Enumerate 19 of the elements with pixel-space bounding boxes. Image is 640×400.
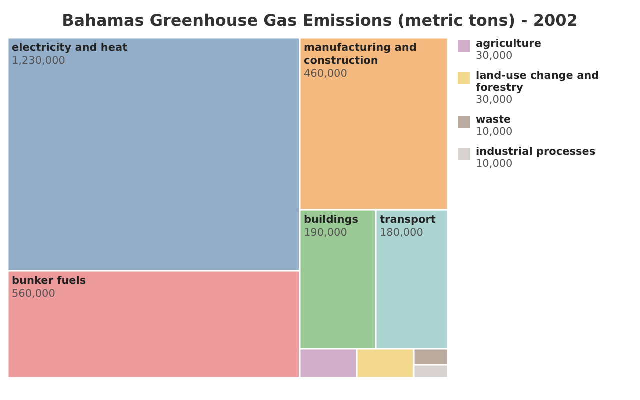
category-label: waste — [476, 114, 512, 126]
data-label: 30,000 — [476, 94, 514, 106]
category-label: industrial processes — [476, 146, 596, 158]
category-label: buildings — [304, 214, 359, 226]
data-label: 460,000 — [304, 68, 348, 80]
data-label: 30,000 — [476, 50, 514, 62]
data-label: 10,000 — [476, 126, 513, 138]
data-label: 190,000 — [304, 227, 348, 239]
data-label: 1,230,000 — [12, 55, 66, 67]
text: Bahamas Greenhouse Gas Emissions (metric tons) - 2002 — [61, 10, 579, 32]
category-label: bunker fuels — [12, 275, 86, 287]
category-label: land-use change and forestry — [476, 70, 600, 94]
data-label: 560,000 — [12, 288, 56, 300]
category-label: electricity and heat — [12, 42, 128, 54]
data-label: 10,000 — [476, 158, 514, 170]
category-label: agriculture — [476, 38, 542, 50]
category-label: transport — [380, 214, 436, 226]
data-label: 180,000 — [380, 227, 424, 239]
category-label: manufacturing and construction — [304, 42, 417, 67]
